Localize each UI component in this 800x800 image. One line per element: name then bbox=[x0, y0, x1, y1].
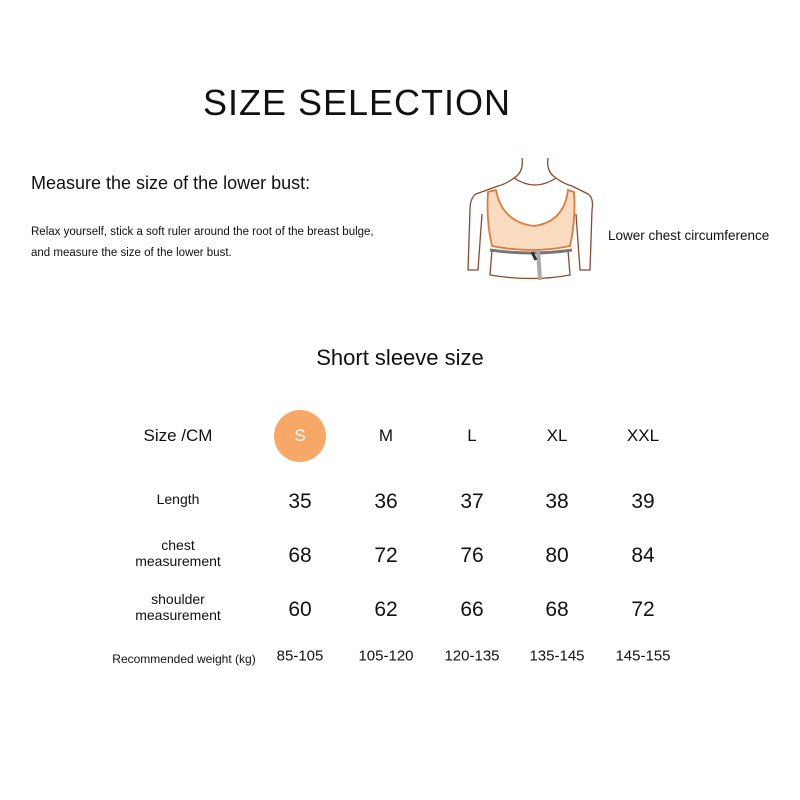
table-cell: 36 bbox=[374, 490, 398, 513]
instruction-line: and measure the size of the lower bust. bbox=[31, 247, 232, 259]
row-label-line: chest bbox=[161, 537, 195, 553]
table-cell: 35 bbox=[288, 490, 312, 513]
table-cell: 80 bbox=[545, 544, 569, 567]
figure-label: Lower chest circumference bbox=[608, 228, 770, 243]
bra-measurement-illustration bbox=[467, 157, 594, 281]
weight-cell: 85-105 bbox=[276, 647, 324, 665]
row-label-line: Length bbox=[156, 491, 200, 507]
measure-instructions: Relax yourself, stick a soft ruler aroun… bbox=[31, 222, 374, 264]
selected-size-highlight bbox=[274, 410, 326, 462]
section-title: Short sleeve size bbox=[316, 345, 484, 370]
table-cell: 84 bbox=[631, 544, 655, 567]
instruction-line: Relax yourself, stick a soft ruler aroun… bbox=[31, 226, 374, 238]
table-cell: 38 bbox=[545, 490, 569, 513]
weight-label: Recommended weight (kg) bbox=[112, 652, 256, 666]
table-cell: 60 bbox=[288, 598, 312, 621]
size-option-xl[interactable]: XL bbox=[546, 426, 568, 445]
measure-heading: Measure the size of the lower bust: bbox=[31, 173, 311, 193]
table-cell: 72 bbox=[631, 598, 655, 621]
page-title: SIZE SELECTION bbox=[202, 82, 512, 123]
weight-cell: 120-135 bbox=[444, 647, 500, 665]
weight-cell: 135-145 bbox=[529, 647, 585, 665]
size-header-label: Size /CM bbox=[143, 426, 213, 445]
table-cell: 39 bbox=[631, 490, 655, 513]
size-option-l[interactable]: L bbox=[467, 426, 477, 445]
row-label: shoulder measurement bbox=[135, 591, 221, 623]
weight-cell: 105-120 bbox=[358, 647, 414, 665]
table-cell: 62 bbox=[374, 598, 398, 621]
table-cell: 72 bbox=[374, 544, 398, 567]
weight-cell: 145-155 bbox=[615, 647, 671, 665]
table-cell: 76 bbox=[460, 544, 484, 567]
row-label: Length bbox=[157, 491, 200, 507]
row-label-line: measurement bbox=[135, 553, 221, 569]
table-cell: 66 bbox=[460, 598, 484, 621]
table-cell: 68 bbox=[288, 544, 312, 567]
row-label: chest measurement bbox=[135, 537, 221, 569]
table-cell: 68 bbox=[545, 598, 569, 621]
size-option-s[interactable]: S bbox=[294, 426, 306, 445]
row-label-line: shoulder bbox=[151, 591, 205, 607]
row-label-line: measurement bbox=[135, 607, 221, 623]
size-option-m[interactable]: M bbox=[378, 426, 394, 445]
size-option-xxl[interactable]: XXL bbox=[626, 426, 660, 445]
table-cell: 37 bbox=[460, 490, 484, 513]
